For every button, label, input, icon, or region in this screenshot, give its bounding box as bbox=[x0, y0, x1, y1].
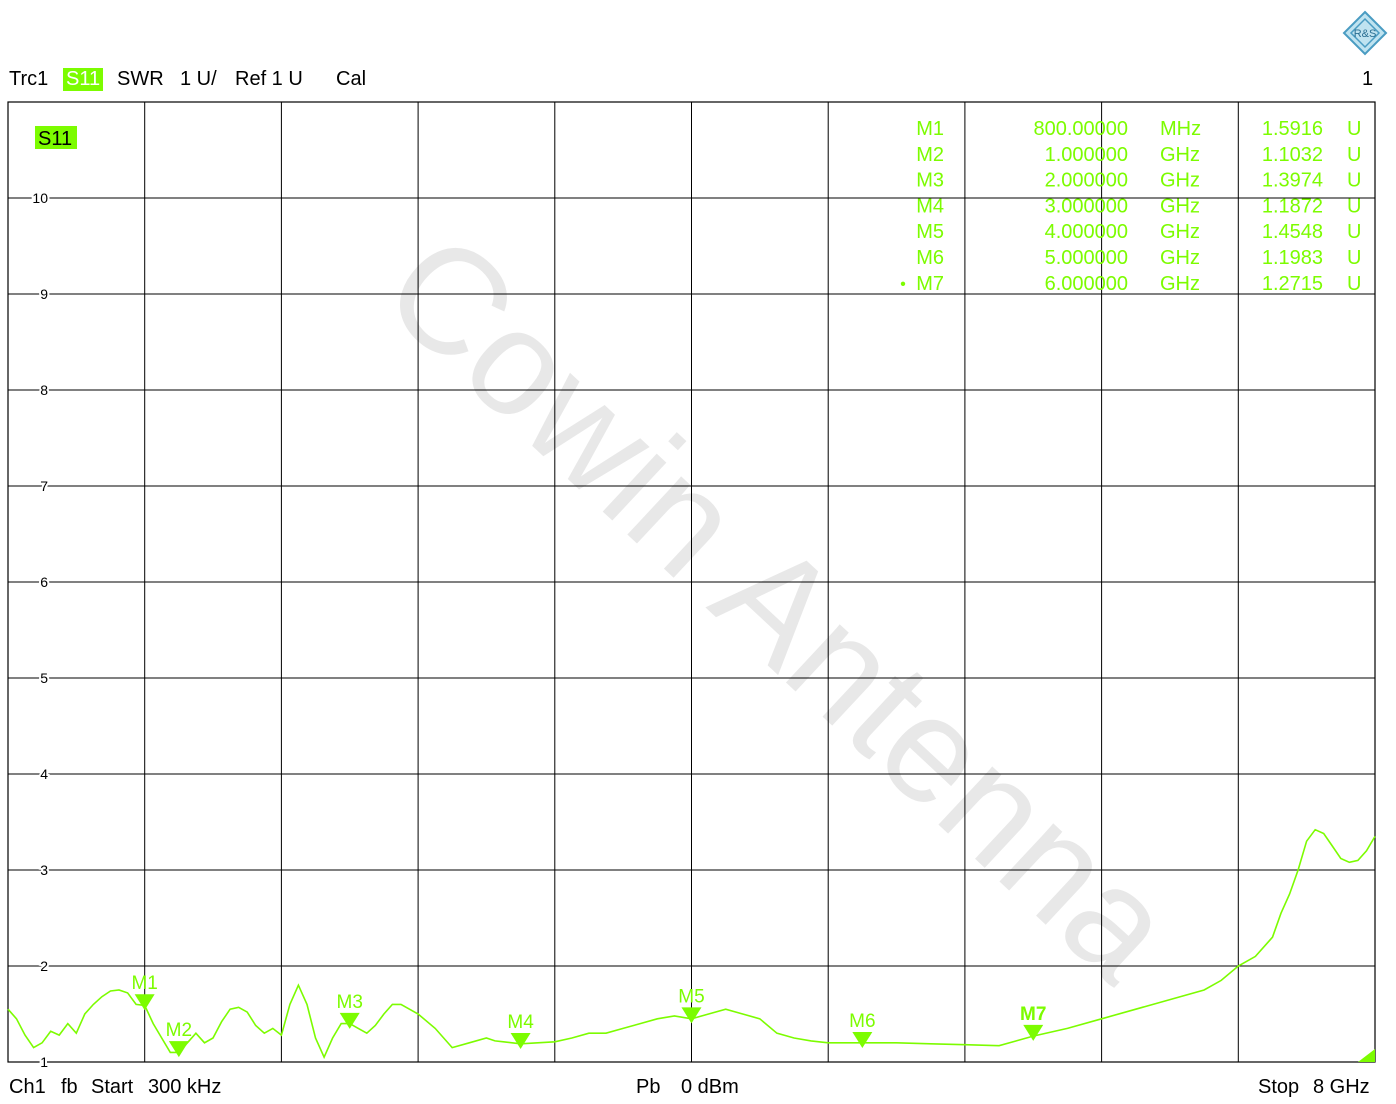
rs-logo-icon: R&S bbox=[1340, 8, 1390, 58]
marker-cell-label: M3 bbox=[916, 170, 944, 192]
marker-cell-unit: GHz bbox=[1160, 170, 1200, 192]
stop-value[interactable]: 8 GHz bbox=[1313, 1076, 1370, 1098]
marker-cell-resp: 1.2715 bbox=[1262, 273, 1323, 295]
marker-cell-unit: GHz bbox=[1160, 221, 1200, 243]
y-tick-label: 2 bbox=[40, 958, 48, 974]
marker-table-row[interactable]: M7 6.000000 GHz 1.2715 U bbox=[900, 273, 1362, 295]
marker-m2-label: M2 bbox=[166, 1020, 192, 1041]
marker-m6-label: M6 bbox=[849, 1011, 875, 1032]
marker-cell-stim: 4.000000 bbox=[1045, 221, 1128, 243]
y-tick-label: 1 bbox=[40, 1054, 48, 1070]
scale-label[interactable]: 1 U/ bbox=[180, 68, 217, 90]
marker-m1-icon[interactable] bbox=[134, 994, 155, 1011]
marker-cell-resp: 1.1983 bbox=[1262, 247, 1323, 269]
marker-m3-label: M3 bbox=[337, 992, 363, 1013]
marker-cell-resp-unit: U bbox=[1347, 247, 1361, 269]
marker-table-row[interactable]: M6 5.000000 GHz 1.1983 U bbox=[916, 247, 1361, 269]
y-tick-label: 10 bbox=[32, 190, 48, 206]
marker-cell-stim: 3.000000 bbox=[1045, 195, 1128, 217]
marker-table-row[interactable]: M2 1.000000 GHz 1.1032 U bbox=[916, 144, 1361, 166]
marker-cell-unit: GHz bbox=[1160, 144, 1200, 166]
marker-cell-label: M5 bbox=[916, 221, 944, 243]
marker-cell-unit: MHz bbox=[1160, 118, 1201, 140]
marker-symbols: M1 M2 M3 M4 M5 M6 M7 bbox=[131, 973, 1046, 1058]
y-tick-label: 7 bbox=[40, 478, 48, 494]
channel-label[interactable]: Ch1 bbox=[9, 1076, 46, 1098]
marker-table-row[interactable]: M1 800.00000 MHz 1.5916 U bbox=[916, 118, 1361, 140]
marker-cell-resp: 1.1032 bbox=[1262, 144, 1323, 166]
marker-cell-resp-unit: U bbox=[1347, 118, 1361, 140]
marker-cell-stim: 2.000000 bbox=[1045, 170, 1128, 192]
marker-cell-resp: 1.4548 bbox=[1262, 221, 1323, 243]
marker-cell-stim: 1.000000 bbox=[1045, 144, 1128, 166]
marker-cell-stim: 6.000000 bbox=[1045, 273, 1128, 295]
marker-cell-resp-unit: U bbox=[1347, 195, 1361, 217]
marker-cell-label: M4 bbox=[916, 195, 944, 217]
power-label: Pb bbox=[636, 1076, 661, 1098]
marker-m7-icon[interactable] bbox=[1023, 1024, 1044, 1041]
trace-header: Trc1 S11 SWR 1 U/ Ref 1 U Cal 1 bbox=[0, 68, 1396, 94]
window-number: 1 bbox=[1362, 68, 1374, 90]
y-tick-label: 3 bbox=[40, 862, 48, 878]
marker-cell-label: M2 bbox=[916, 144, 944, 166]
trace-label: S11 bbox=[38, 128, 72, 150]
marker-cell-unit: GHz bbox=[1160, 247, 1200, 269]
chart-grid bbox=[8, 102, 1375, 1062]
param-badge[interactable]: S11 bbox=[63, 68, 104, 91]
marker-m4-icon[interactable] bbox=[510, 1033, 531, 1050]
y-tick-labels: 1 2 3 4 5 6 7 8 9 10 bbox=[30, 188, 50, 1072]
marker-table-row[interactable]: M4 3.000000 GHz 1.1872 U bbox=[916, 195, 1361, 217]
s11-trace bbox=[7, 828, 1376, 1060]
marker-m5-icon[interactable] bbox=[681, 1007, 702, 1024]
marker-m3-icon[interactable] bbox=[339, 1012, 360, 1029]
start-label: Start bbox=[91, 1076, 134, 1098]
marker-table: M1 800.00000 MHz 1.5916 U M2 1.000000 GHz 1.1032… bbox=[900, 118, 1362, 295]
marker-cell-unit: GHz bbox=[1160, 273, 1200, 295]
marker-cell-label: M1 bbox=[916, 118, 944, 140]
marker-cell-stim: 800.00000 bbox=[1033, 118, 1128, 140]
marker-cell-resp-unit: U bbox=[1347, 221, 1361, 243]
trace-label-bg bbox=[35, 126, 77, 149]
marker-m2-icon[interactable] bbox=[168, 1041, 189, 1058]
end-indicator-icon bbox=[1358, 1049, 1375, 1062]
marker-cell-resp: 1.5916 bbox=[1262, 118, 1323, 140]
y-tick-label: 9 bbox=[40, 286, 48, 302]
format-label[interactable]: SWR bbox=[117, 68, 164, 90]
marker-m4-label: M4 bbox=[507, 1012, 534, 1033]
marker-m6-icon[interactable] bbox=[852, 1031, 873, 1048]
active-marker-dot-icon bbox=[900, 281, 906, 286]
marker-cell-resp: 1.1872 bbox=[1262, 195, 1323, 217]
marker-table-row[interactable]: M3 2.000000 GHz 1.3974 U bbox=[916, 170, 1361, 192]
marker-cell-resp-unit: U bbox=[1347, 273, 1361, 295]
marker-m1-label: M1 bbox=[131, 973, 157, 994]
fb-label: fb bbox=[61, 1076, 78, 1098]
marker-cell-resp-unit: U bbox=[1347, 170, 1361, 192]
trace-name[interactable]: Trc1 bbox=[9, 68, 49, 90]
marker-cell-resp-unit: U bbox=[1347, 144, 1361, 166]
marker-cell-label: M7 bbox=[916, 273, 944, 295]
channel-footer: Ch1 fb Start 300 kHz Pb 0 dBm Stop 8 GHz bbox=[0, 1076, 1396, 1102]
y-tick-label: 8 bbox=[40, 382, 48, 398]
y-tick-label: 5 bbox=[40, 670, 48, 686]
cal-label[interactable]: Cal bbox=[336, 68, 367, 90]
start-value[interactable]: 300 kHz bbox=[148, 1076, 222, 1098]
marker-m5-label: M5 bbox=[678, 986, 704, 1007]
marker-cell-stim: 5.000000 bbox=[1045, 247, 1128, 269]
marker-cell-unit: GHz bbox=[1160, 195, 1200, 217]
stop-label: Stop bbox=[1258, 1076, 1300, 1098]
marker-table-row[interactable]: M5 4.000000 GHz 1.4548 U bbox=[916, 221, 1361, 243]
svg-text:R&S: R&S bbox=[1354, 28, 1377, 40]
marker-cell-label: M6 bbox=[916, 247, 944, 269]
ref-label[interactable]: Ref 1 U bbox=[235, 68, 303, 90]
marker-m7-label: M7 bbox=[1020, 1004, 1046, 1025]
y-tick-label: 6 bbox=[40, 574, 48, 590]
marker-cell-resp: 1.3974 bbox=[1262, 170, 1323, 192]
power-value[interactable]: 0 dBm bbox=[681, 1076, 739, 1098]
y-tick-label: 4 bbox=[40, 766, 48, 782]
